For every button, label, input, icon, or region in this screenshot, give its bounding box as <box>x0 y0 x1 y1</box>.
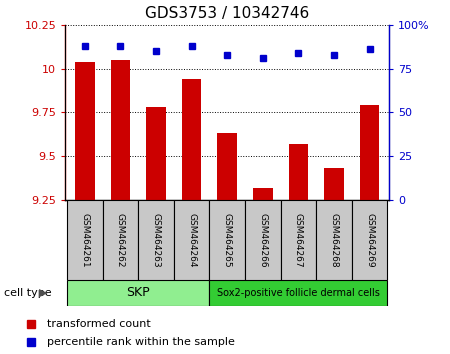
Text: SKP: SKP <box>126 286 150 299</box>
Text: GSM464262: GSM464262 <box>116 213 125 267</box>
Bar <box>316 200 352 280</box>
Text: GSM464266: GSM464266 <box>258 212 267 267</box>
Bar <box>281 200 316 280</box>
Bar <box>111 60 130 200</box>
Bar <box>288 144 308 200</box>
Bar <box>174 200 209 280</box>
Bar <box>67 200 103 280</box>
Bar <box>360 105 379 200</box>
Bar <box>138 200 174 280</box>
Text: cell type: cell type <box>4 288 52 298</box>
Text: GSM464268: GSM464268 <box>329 212 338 267</box>
Text: percentile rank within the sample: percentile rank within the sample <box>47 337 235 347</box>
Bar <box>67 280 209 306</box>
Bar <box>217 133 237 200</box>
Bar <box>182 79 202 200</box>
Bar <box>146 107 166 200</box>
Text: GSM464263: GSM464263 <box>152 212 161 267</box>
Bar <box>324 169 344 200</box>
Text: transformed count: transformed count <box>47 319 151 329</box>
Text: GSM464269: GSM464269 <box>365 212 374 267</box>
Bar <box>352 200 387 280</box>
Text: Sox2-positive follicle dermal cells: Sox2-positive follicle dermal cells <box>217 288 380 298</box>
Bar <box>245 200 281 280</box>
Text: GSM464265: GSM464265 <box>223 212 232 267</box>
Text: ▶: ▶ <box>39 288 47 298</box>
Bar <box>253 188 273 200</box>
Text: GSM464264: GSM464264 <box>187 213 196 267</box>
Title: GDS3753 / 10342746: GDS3753 / 10342746 <box>145 6 310 21</box>
Text: GSM464267: GSM464267 <box>294 212 303 267</box>
Bar <box>209 280 387 306</box>
Bar <box>75 62 94 200</box>
Text: GSM464261: GSM464261 <box>81 212 90 267</box>
Bar <box>209 200 245 280</box>
Bar <box>103 200 138 280</box>
